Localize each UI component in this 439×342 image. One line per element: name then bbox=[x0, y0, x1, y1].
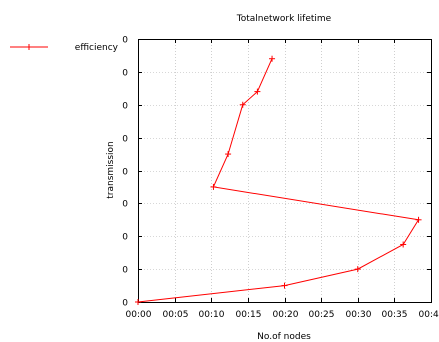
y-tick-label: 0 bbox=[122, 200, 128, 210]
plot-area-border bbox=[138, 39, 432, 303]
series-layer bbox=[135, 55, 422, 305]
data-point-efficiency bbox=[135, 299, 141, 305]
legend-label-efficiency: efficiency bbox=[75, 43, 119, 53]
y-tick-label: 0 bbox=[122, 102, 128, 112]
x-tick-label: 00:20 bbox=[273, 310, 299, 320]
data-point-efficiency bbox=[400, 241, 407, 248]
data-point-efficiency bbox=[225, 151, 232, 158]
x-tick-label: 00:30 bbox=[346, 310, 372, 320]
grid-lines bbox=[138, 39, 431, 302]
x-tick-label: 00:15 bbox=[236, 310, 262, 320]
data-point-efficiency bbox=[281, 282, 288, 289]
series-line-efficiency bbox=[137, 58, 420, 303]
data-point-efficiency bbox=[239, 101, 246, 108]
x-axis-label: No.of nodes bbox=[257, 332, 311, 342]
x-tick-label: 00:10 bbox=[199, 310, 225, 320]
data-point-efficiency bbox=[254, 88, 261, 95]
y-tick-label: 0 bbox=[122, 299, 128, 309]
x-tick-label: 00:25 bbox=[309, 310, 335, 320]
data-point-efficiency bbox=[269, 55, 276, 62]
x-tick-label: 00:05 bbox=[163, 310, 189, 320]
y-tick-label: 0 bbox=[122, 266, 128, 276]
x-tick-label: 00:00 bbox=[126, 310, 152, 320]
y-tick-label: 0 bbox=[122, 135, 128, 145]
data-point-efficiency bbox=[354, 266, 361, 273]
data-point-efficiency bbox=[210, 183, 217, 190]
y-tick-label: 0 bbox=[122, 168, 128, 178]
y-tick-label: 0 bbox=[122, 36, 128, 46]
y-tick-label: 0 bbox=[122, 69, 128, 79]
y-axis-label: transmission bbox=[106, 141, 116, 199]
legend: efficiency bbox=[10, 43, 119, 53]
data-point-efficiency bbox=[415, 216, 422, 223]
y-tick-label: 0 bbox=[122, 233, 128, 243]
x-tick-label: 00:35 bbox=[382, 310, 408, 320]
legend-marker-efficiency bbox=[26, 44, 32, 50]
x-tick-label: 00:40 bbox=[419, 310, 439, 320]
chart-title: Totalnetwork lifetime bbox=[236, 14, 332, 24]
axis-ticks: 00:00 00:05 00:10 00:15 00:20 00:25 00:30 00:35… bbox=[122, 36, 439, 321]
